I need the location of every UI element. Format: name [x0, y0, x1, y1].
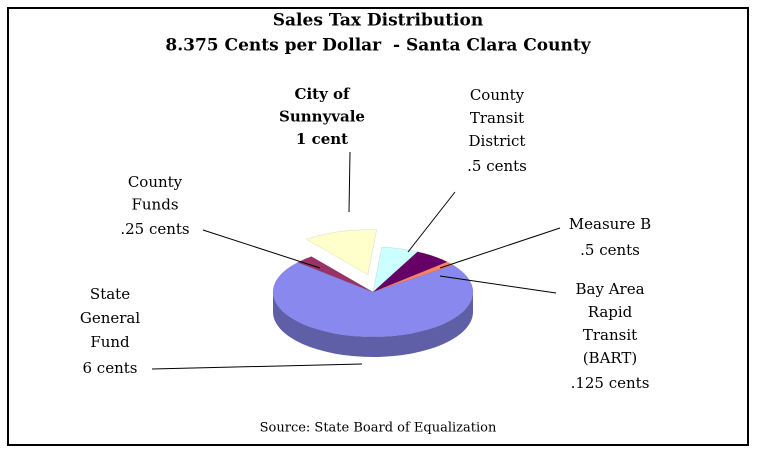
slice-label: Bay Area Rapid Transit (BART) .125 cents: [439, 275, 650, 392]
pie-slice: [372, 261, 454, 293]
label-line: City of: [295, 85, 352, 103]
leader-line: [407, 191, 456, 253]
pie-slice: [297, 256, 374, 293]
source-note: Source: State Board of Equalization: [260, 421, 497, 436]
value-label: 6 cents: [83, 359, 138, 377]
pie-tops: [272, 229, 474, 338]
category-label: City of Sunnyvale: [279, 85, 365, 126]
label-line: Sunnyvale: [279, 108, 365, 126]
pie-slice: [272, 262, 474, 338]
category-label: Bay Area Rapid Transit (BART): [575, 280, 644, 367]
slice-label: City of Sunnyvale 1 cent: [279, 85, 365, 213]
slice-label: Measure B .5 cents: [439, 215, 651, 269]
pie-slice: [372, 251, 448, 293]
label-line: County: [470, 86, 525, 104]
value-label: .5 cents: [580, 241, 640, 259]
label-line: Transit: [583, 326, 637, 344]
slice-label: State General Fund 6 cents: [80, 285, 363, 377]
slice-side: [273, 292, 473, 357]
label-line: Bay Area: [575, 280, 644, 298]
category-label: Measure B: [569, 215, 651, 233]
category-label: County Transit District: [469, 86, 526, 150]
label-line: Measure B: [569, 215, 651, 233]
pie-sides: [273, 292, 473, 357]
label-line: (BART): [583, 349, 638, 367]
category-label: State General Fund: [80, 285, 141, 351]
pie-slice: [305, 229, 377, 276]
leader-line: [439, 275, 557, 294]
leader-line: [151, 363, 363, 370]
label-line: County: [128, 173, 183, 191]
value-label: .5 cents: [467, 157, 527, 175]
label-line: District: [469, 132, 526, 150]
value-label: .125 cents: [571, 374, 650, 392]
chart-title: Sales Tax Distribution: [273, 11, 483, 31]
chart-subtitle: 8.375 Cents per Dollar - Santa Clara Cou…: [165, 36, 591, 56]
value-label: 1 cent: [296, 130, 348, 148]
label-line: State: [90, 285, 130, 303]
slice-label: County Transit District .5 cents: [407, 86, 527, 253]
label-line: Rapid: [588, 303, 633, 321]
label-line: Fund: [90, 333, 130, 351]
value-label: .25 cents: [120, 220, 189, 238]
label-line: Transit: [470, 109, 524, 127]
leader-line: [202, 229, 321, 269]
leader-line: [439, 227, 561, 269]
category-label: County Funds: [128, 173, 183, 214]
chart-frame: [7, 7, 749, 446]
label-line: Funds: [131, 196, 178, 214]
slice-label: County Funds .25 cents: [120, 173, 321, 269]
label-line: General: [80, 309, 141, 327]
pie-slice: [372, 246, 419, 293]
leader-line: [348, 151, 351, 213]
